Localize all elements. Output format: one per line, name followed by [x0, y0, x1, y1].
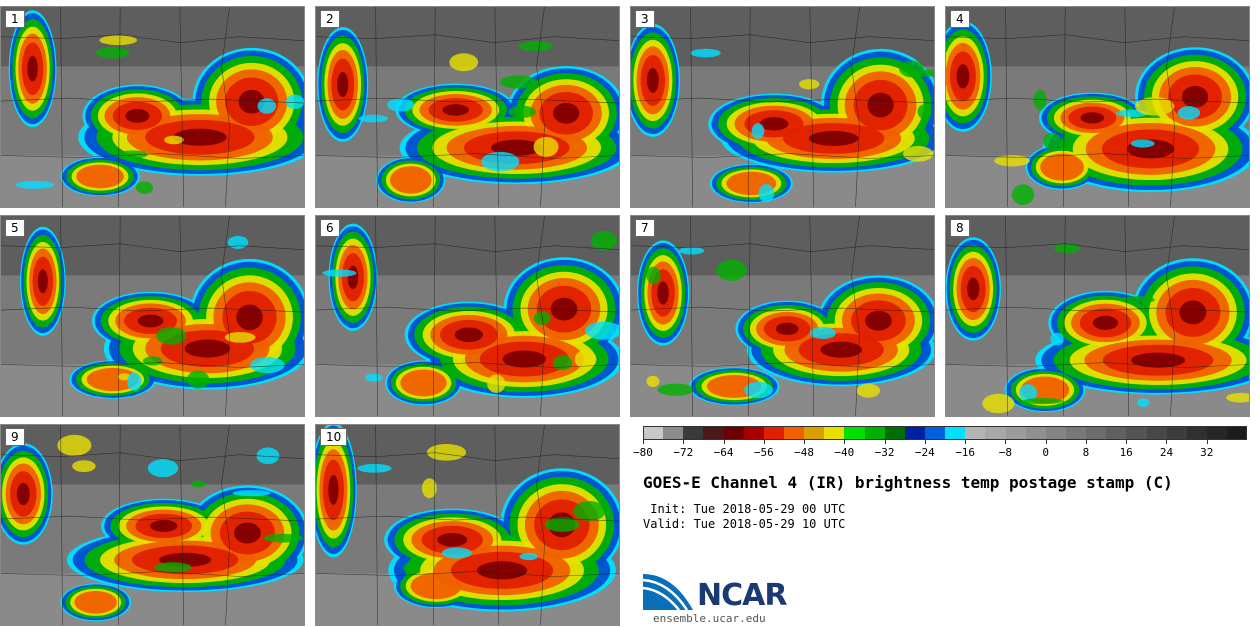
colorbar-tick-label: 0: [1042, 446, 1049, 459]
colorbar-swatch: [643, 426, 664, 440]
colorbar-swatch: [1065, 426, 1087, 440]
ir-satellite-map: [316, 7, 619, 207]
colorbar-swatch: [965, 426, 986, 440]
colorbar-swatch: [985, 426, 1006, 440]
colorbar: [643, 426, 1248, 440]
ir-satellite-map: [1, 425, 304, 625]
colorbar-tick-label: −72: [673, 446, 694, 459]
colorbar-swatch: [783, 426, 805, 440]
colorbar-swatch: [904, 426, 925, 440]
colorbar-swatch: [824, 426, 845, 440]
colorbar-swatch: [1045, 426, 1066, 440]
colorbar-swatch: [1086, 426, 1107, 440]
postage-stamp-panel: 3: [630, 6, 935, 208]
colorbar-tick-label: −48: [794, 446, 814, 459]
postage-stamp-panel: 10: [315, 424, 620, 626]
ir-satellite-map: [316, 216, 619, 416]
postage-stamp-panel: 6: [315, 215, 620, 417]
stamp-number-label: 8: [950, 219, 970, 237]
colorbar-swatch: [743, 426, 764, 440]
colorbar-tick: [804, 440, 806, 444]
colorbar-tick-label: −32: [874, 446, 895, 459]
colorbar-swatch: [945, 426, 966, 440]
ir-satellite-map: [1, 7, 304, 207]
colorbar-tick: [683, 440, 685, 444]
figure-title: GOES-E Channel 4 (IR) brightness temp po…: [643, 473, 1173, 492]
site-url: ensemble.ucar.edu: [653, 612, 766, 625]
colorbar-tick: [1045, 440, 1047, 444]
stamp-number-label: 9: [5, 428, 25, 446]
colorbar-swatch: [844, 426, 865, 440]
postage-stamp-panel: 9: [0, 424, 305, 626]
colorbar-tick: [1206, 440, 1208, 444]
colorbar-swatch: [864, 426, 885, 440]
colorbar-tick: [924, 440, 926, 444]
colorbar-swatch: [1106, 426, 1127, 440]
colorbar-tick-label: 16: [1119, 446, 1133, 459]
stamp-number-label: 7: [635, 219, 655, 237]
colorbar-ticks: −80 −72 −64 −56 −48 −40 −32 −24 −16 −8 0 8 16 24 32: [633, 440, 1247, 460]
colorbar-swatch: [1025, 426, 1046, 440]
valid-time: Valid: Tue 2018-05-29 10 UTC: [643, 517, 846, 531]
colorbar-tick: [965, 440, 967, 444]
colorbar-swatch: [1227, 426, 1248, 440]
ir-satellite-map: [631, 216, 934, 416]
init-time: Init: Tue 2018-05-29 00 UTC: [643, 502, 846, 516]
colorbar-tick: [1126, 440, 1128, 444]
colorbar-tick: [643, 440, 644, 444]
colorbar-swatch: [1126, 426, 1147, 440]
ir-satellite-map: [316, 425, 619, 625]
colorbar-swatch: [924, 426, 946, 440]
ncar-logo-icon: [643, 574, 693, 611]
postage-stamp-panel: 8: [945, 215, 1250, 417]
ir-satellite-map: [631, 7, 934, 207]
postage-stamp-panel: 1: [0, 6, 305, 208]
colorbar-swatch: [1005, 426, 1026, 440]
stamp-number-label: 6: [320, 219, 340, 237]
ir-satellite-map: [1, 216, 304, 416]
colorbar-swatch: [1186, 426, 1207, 440]
colorbar-tick-label: −56: [753, 446, 774, 459]
colorbar-swatch: [663, 426, 684, 440]
stamp-number-label: 2: [320, 10, 340, 28]
colorbar-tick: [763, 440, 765, 444]
colorbar-swatch: [703, 426, 724, 440]
ir-satellite-map: [946, 216, 1249, 416]
colorbar-tick: [723, 440, 725, 444]
colorbar-tick-label: −8: [998, 446, 1013, 459]
colorbar-swatch: [1146, 426, 1167, 440]
stamp-number-label: 10: [320, 428, 348, 446]
postage-stamp-panel: 5: [0, 215, 305, 417]
ir-satellite-map: [946, 7, 1249, 207]
colorbar-tick-label: −40: [834, 446, 855, 459]
colorbar-tick-label: 32: [1200, 446, 1214, 459]
colorbar-swatch: [884, 426, 905, 440]
logo-text: NCAR: [697, 578, 787, 613]
colorbar-swatch: [1206, 426, 1228, 440]
colorbar-swatch: [1166, 426, 1187, 440]
postage-stamp-panel: 2: [315, 6, 620, 208]
postage-stamp-panel: 7: [630, 215, 935, 417]
postage-stamp-panel: 4: [945, 6, 1250, 208]
stamp-number-label: 1: [5, 10, 25, 28]
colorbar-tick: [1005, 440, 1007, 444]
colorbar-tick: [1085, 440, 1087, 444]
stamp-number-label: 4: [950, 10, 970, 28]
stamp-number-label: 5: [5, 219, 25, 237]
colorbar-tick-label: −24: [914, 446, 935, 459]
colorbar-tick-label: −80: [633, 446, 653, 459]
colorbar-swatch: [763, 426, 784, 440]
colorbar-tick: [1166, 440, 1168, 444]
colorbar-tick: [884, 440, 886, 444]
colorbar-tick-label: −16: [955, 446, 976, 459]
colorbar-tick-label: 24: [1159, 446, 1174, 459]
colorbar-tick-label: 8: [1082, 446, 1090, 459]
colorbar-swatch: [804, 426, 825, 440]
colorbar-tick-label: −64: [713, 446, 734, 459]
colorbar-swatch: [683, 426, 704, 440]
colorbar-swatch: [723, 426, 744, 440]
stamp-number-label: 3: [635, 10, 655, 28]
colorbar-tick: [844, 440, 846, 444]
